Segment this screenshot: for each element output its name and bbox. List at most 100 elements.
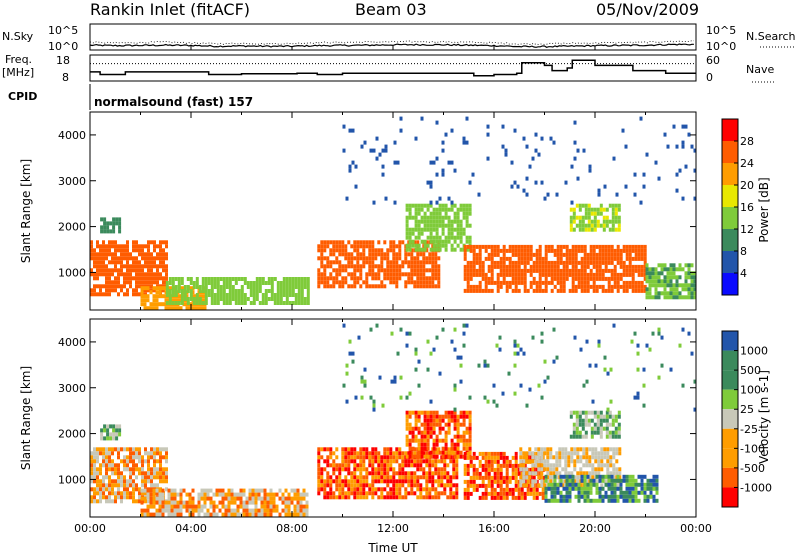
vel-data-cell: [550, 490, 554, 495]
power-data-cell: [386, 252, 390, 257]
power-data-cell: [611, 203, 615, 208]
vel-data-cell: [200, 492, 204, 497]
power-data-cell: [347, 264, 351, 269]
vel-data-cell: [111, 463, 114, 468]
vel-data-cell: [317, 463, 321, 468]
vel-data-cell: [410, 471, 414, 476]
power-data-cell: [365, 280, 369, 285]
power-data-cell: [550, 260, 554, 265]
vel-data-cell: [640, 482, 644, 487]
power-data-cell: [562, 276, 566, 281]
vel-data-cell: [546, 451, 550, 456]
power-data-cell: [106, 229, 110, 234]
vel-data-cell: [425, 487, 429, 492]
vel-data-cell: [456, 446, 460, 451]
vel-data-cell: [156, 475, 159, 480]
power-data-cell: [264, 297, 268, 301]
vel-data-cell: [495, 343, 499, 348]
power-data-cell: [610, 272, 614, 277]
vel-data-cell: [438, 414, 442, 419]
power-data-cell: [556, 272, 560, 277]
vel-data-cell: [120, 479, 123, 484]
power-data-cell: [493, 264, 497, 269]
power-data-cell: [365, 260, 369, 265]
vel-data-cell: [138, 447, 141, 452]
vel-data-cell: [248, 512, 252, 517]
vel-data-cell: [323, 447, 327, 452]
vel-data-cell: [165, 447, 168, 452]
power-data-cell: [562, 264, 566, 269]
vel-data-cell: [591, 475, 595, 480]
vel-data-cell: [440, 491, 444, 496]
power-data-cell: [200, 294, 204, 299]
vel-data-cell: [481, 495, 485, 500]
vel-data-cell: [502, 459, 506, 464]
power-data-cell: [648, 283, 652, 288]
vel-data-cell: [484, 495, 488, 500]
power-data-cell: [191, 290, 195, 295]
vel-data-cell: [269, 488, 273, 493]
power-data-cell: [297, 285, 301, 289]
vel-data-cell: [455, 487, 459, 492]
vel-data-cell: [209, 512, 213, 517]
vel-data-cell: [332, 467, 336, 472]
power-data-cell: [559, 252, 563, 257]
power-data-cell: [398, 276, 402, 281]
power-data-cell: [140, 290, 144, 295]
vel-data-cell: [646, 482, 650, 487]
power-data-cell: [405, 235, 409, 240]
vel-data-cell: [468, 422, 472, 427]
vel-data-cell: [347, 495, 351, 500]
vel-data-cell: [484, 475, 488, 480]
vel-data-cell: [123, 447, 126, 452]
power-data-cell: [243, 281, 247, 285]
power-data-cell: [637, 280, 641, 285]
vel-data-cell: [437, 447, 441, 452]
power-data-cell: [637, 264, 641, 269]
vel-data-cell: [111, 491, 114, 496]
vel-data-cell: [408, 391, 412, 396]
power-data-cell: [514, 244, 518, 249]
vel-data-cell: [516, 343, 520, 348]
vel-data-cell: [320, 455, 324, 460]
vel-data-cell: [197, 492, 201, 497]
vel-data-cell: [410, 479, 414, 484]
vel-data-cell: [389, 463, 393, 468]
power-data-cell: [108, 276, 111, 281]
power-data-cell: [377, 272, 381, 277]
power-data-cell: [320, 280, 324, 285]
vel-data-cell: [564, 471, 568, 476]
vel-data-cell: [428, 463, 432, 468]
vel-data-cell: [165, 479, 168, 484]
power-data-cell: [471, 172, 475, 177]
vel-data-cell: [534, 463, 538, 468]
power-data-cell: [583, 244, 587, 249]
power-data-cell: [573, 120, 577, 125]
vel-data-cell: [109, 432, 113, 437]
power-data-cell: [103, 229, 107, 234]
vel-data-cell: [395, 483, 399, 488]
power-data-cell: [383, 268, 387, 273]
vel-data-cell: [453, 414, 457, 419]
power-data-cell: [469, 288, 473, 293]
power-data-cell: [459, 247, 463, 252]
vel-data-cell: [609, 455, 613, 460]
vel-data-cell: [575, 426, 579, 431]
power-data-cell: [595, 284, 599, 289]
vel-data-cell: [132, 455, 135, 460]
power-data-cell: [219, 289, 223, 293]
vel-data-cell: [398, 487, 402, 492]
vel-data-cell: [341, 487, 345, 492]
power-data-cell: [472, 284, 476, 289]
vel-data-cell: [481, 491, 485, 496]
power-data-cell: [380, 256, 384, 261]
power-data-cell: [375, 136, 379, 141]
power-data-cell: [258, 281, 262, 285]
power-data-cell: [99, 292, 102, 297]
vel-data-cell: [188, 500, 192, 505]
vel-data-cell: [90, 479, 93, 484]
power-data-cell: [525, 176, 529, 181]
power-data-cell: [465, 235, 469, 240]
power-data-cell: [303, 277, 307, 281]
power-data-cell: [622, 272, 626, 277]
